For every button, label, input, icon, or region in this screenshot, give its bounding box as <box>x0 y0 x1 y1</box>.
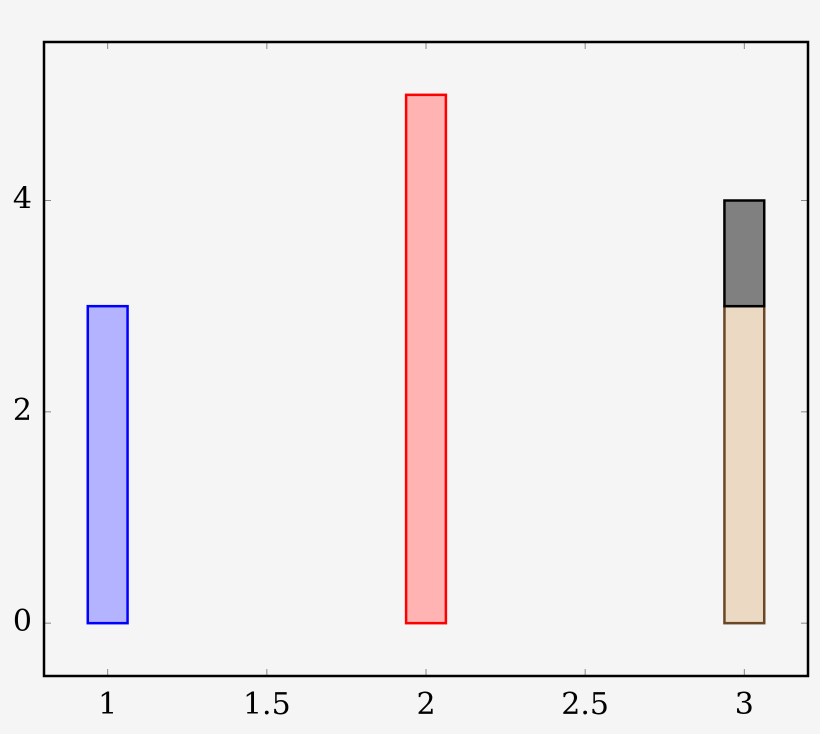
x-tick-label: 2 <box>416 687 435 722</box>
y-tick-label: 4 <box>13 182 32 217</box>
bar <box>723 304 766 625</box>
x-tick-label: 1.5 <box>243 687 291 722</box>
y-tick-label: 0 <box>13 604 32 639</box>
bar <box>404 93 448 625</box>
x-tick-label: 2.5 <box>561 687 609 722</box>
bar <box>86 304 129 625</box>
x-tick-label: 3 <box>735 687 754 722</box>
x-tick-label: 1 <box>98 687 117 722</box>
y-tick-label: 2 <box>13 393 32 428</box>
bar <box>723 199 766 308</box>
plot-frame <box>42 40 810 678</box>
